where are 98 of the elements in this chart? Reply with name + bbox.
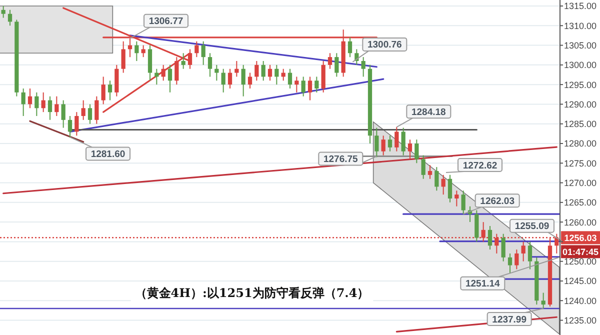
candlestick <box>208 52 212 78</box>
candlestick <box>134 40 139 62</box>
y-tick-label: 1275.00 <box>564 158 597 168</box>
candlestick <box>248 72 252 89</box>
candlestick <box>94 96 99 124</box>
candlestick <box>388 135 392 152</box>
annotation: 1237.99 <box>492 314 527 326</box>
y-tick-label: 1310.00 <box>564 20 597 31</box>
candlestick <box>221 68 226 93</box>
candlestick <box>61 100 66 128</box>
candlestick <box>148 44 152 82</box>
y-tick-label: 1270.00 <box>564 178 597 188</box>
candlestick <box>81 100 86 120</box>
candlestick <box>34 92 39 116</box>
candlestick <box>308 76 312 101</box>
candlestick <box>454 190 459 207</box>
candlestick <box>441 174 446 196</box>
candlestick <box>421 154 426 180</box>
annotation: 1284.18 <box>411 106 446 118</box>
candlestick <box>461 190 466 215</box>
candlestick <box>8 9 12 26</box>
candlestick <box>488 225 492 250</box>
candlestick <box>241 64 246 97</box>
y-tick-label: 1285.00 <box>564 119 597 130</box>
candlestick <box>214 64 219 82</box>
candlestick <box>294 76 299 93</box>
candlestick <box>54 96 59 116</box>
candlestick <box>234 60 239 78</box>
candlestick <box>68 115 72 138</box>
candlestick <box>121 40 126 74</box>
candlestick <box>161 64 166 82</box>
candlestick <box>374 127 379 158</box>
candlestick <box>521 241 526 262</box>
candlestick <box>528 241 532 270</box>
candlestick <box>334 52 339 78</box>
candlestick <box>88 104 92 124</box>
candlestick <box>254 60 259 82</box>
candlestick <box>361 56 366 78</box>
candlestick <box>21 88 26 116</box>
y-tick-label: 1265.00 <box>564 198 597 208</box>
candlestick <box>228 68 232 89</box>
candlestick <box>348 36 352 58</box>
candlestick <box>401 127 406 156</box>
annotation: 1255.09 <box>514 221 550 232</box>
candlestick <box>168 64 172 93</box>
y-tick-label: 1235.00 <box>564 315 597 326</box>
annotation: 1276.75 <box>323 154 359 166</box>
candlestick <box>301 76 306 97</box>
annotation: 1306.77 <box>148 16 184 28</box>
candlestick <box>261 60 266 82</box>
candlestick <box>288 68 292 89</box>
candlestick <box>314 76 319 93</box>
candlestick <box>28 88 32 109</box>
annotation: 1281.60 <box>90 149 126 160</box>
y-tick-label: 1250.00 <box>564 256 597 267</box>
y-tick-label: 1240.00 <box>564 296 597 306</box>
candlestick <box>448 174 452 203</box>
candlestick <box>328 52 332 70</box>
candlestick <box>141 44 146 58</box>
candlestick <box>321 60 326 93</box>
annotation: 1300.76 <box>367 40 402 51</box>
y-tick-label: 1245.00 <box>564 276 597 286</box>
y-tick-label: 1260.00 <box>564 217 597 228</box>
candlestick <box>1 6 6 18</box>
candlestick <box>101 76 106 105</box>
candlestick <box>414 139 419 164</box>
ref-line-label: 1256.03 <box>564 232 597 243</box>
text: 01:47:45 <box>562 246 599 257</box>
candlestick <box>194 40 199 58</box>
y-tick-label: 1300.00 <box>564 60 597 70</box>
candlestick <box>201 40 206 66</box>
candlestick <box>508 252 512 274</box>
candlestick <box>474 210 479 242</box>
candlestick <box>274 64 279 86</box>
y-tick-label: 1305.00 <box>564 40 597 50</box>
y-tick-label: 1295.00 <box>564 80 597 90</box>
annotation: 1262.03 <box>480 196 515 207</box>
annotation: 1272.62 <box>462 160 498 172</box>
candlestick <box>434 166 439 192</box>
candlestick <box>501 233 506 262</box>
candlestick <box>514 249 519 270</box>
annotation: 1251.14 <box>465 278 501 290</box>
text: （黄金4H）:以1251为防守看反弹（7.4） <box>134 286 370 300</box>
y-tick-label: 1290.00 <box>564 99 597 110</box>
candlestick <box>268 64 272 82</box>
candlestick <box>181 52 186 70</box>
candlestick <box>428 164 432 180</box>
candlestick <box>541 292 546 310</box>
candlestick <box>74 112 79 136</box>
y-tick-label: 1280.00 <box>564 138 597 149</box>
candlestick <box>114 64 119 97</box>
candlestick <box>41 92 46 113</box>
candlestick <box>381 135 386 156</box>
candlestick <box>108 80 112 101</box>
y-tick-label: 1315.00 <box>564 1 597 12</box>
candlestick <box>394 126 399 152</box>
candlestick <box>408 139 412 160</box>
candlestick <box>48 96 52 120</box>
